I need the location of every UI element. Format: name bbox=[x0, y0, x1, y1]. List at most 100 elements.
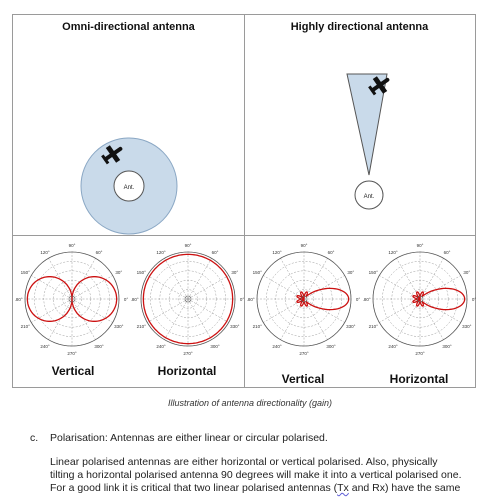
radiation-pattern bbox=[296, 287, 350, 311]
polar-angle-label: 240° bbox=[272, 344, 282, 349]
polar-grid-ring bbox=[178, 289, 198, 309]
polar-spoke bbox=[303, 275, 345, 300]
airplane-icon bbox=[101, 145, 123, 165]
polar-angle-label: 330° bbox=[346, 324, 356, 329]
paragraph-line: Linear polarised antennas are either hor… bbox=[50, 456, 438, 468]
polar-spoke bbox=[419, 258, 444, 300]
polar-angle-label: 0° bbox=[472, 297, 477, 302]
list-marker: c. bbox=[30, 432, 39, 444]
paragraph-line: tilting a horizontal polarised antenna 9… bbox=[50, 469, 462, 481]
polar-spoke bbox=[164, 298, 189, 340]
omni-diagram: Ant. bbox=[80, 137, 178, 235]
polar-angle-label: 180° bbox=[15, 297, 23, 302]
polar-spoke bbox=[71, 275, 113, 300]
polar-angle-label: 30° bbox=[115, 270, 122, 275]
polar-angle-label: 330° bbox=[462, 324, 472, 329]
polar-spoke bbox=[379, 298, 421, 323]
polar-angle-label: 180° bbox=[247, 297, 255, 302]
polar-spoke bbox=[263, 275, 305, 300]
figure-caption: Illustration of antenna directionality (… bbox=[167, 398, 333, 408]
polar-spoke bbox=[187, 298, 212, 340]
polar-grid-ring bbox=[34, 261, 110, 337]
polar-spoke bbox=[48, 258, 73, 300]
polar-center bbox=[68, 295, 76, 303]
directional-diagram: Ant. bbox=[346, 73, 390, 210]
omni-antenna-label: Ant. bbox=[124, 185, 135, 191]
polar-angle-label: 180° bbox=[131, 297, 139, 302]
airplane-icon bbox=[368, 76, 390, 96]
directional-antenna-label: Ant. bbox=[364, 194, 375, 200]
polar-spoke bbox=[303, 258, 328, 300]
polar-spoke bbox=[396, 298, 421, 340]
polar-spoke bbox=[147, 275, 189, 300]
polar-spoke bbox=[187, 275, 229, 300]
polar-angle-label: 300° bbox=[326, 344, 336, 349]
polar-angle-label: 210° bbox=[253, 324, 263, 329]
polar-spoke bbox=[187, 258, 212, 300]
polar-grid-ring bbox=[382, 261, 458, 337]
polar-angle-label: 30° bbox=[463, 270, 470, 275]
polar-angle-label: 90° bbox=[185, 243, 192, 248]
polar-spoke bbox=[280, 258, 305, 300]
radiation-pattern bbox=[26, 276, 118, 322]
directional-title: Highly directional antenna bbox=[290, 21, 429, 33]
plot-label-vertical-directional: Vertical bbox=[281, 372, 325, 386]
plot-label-vertical-omni: Vertical bbox=[51, 364, 95, 378]
polar-spoke bbox=[164, 258, 189, 300]
polar-spoke bbox=[280, 298, 305, 340]
polar-grid-ring bbox=[294, 289, 314, 309]
polar-angle-label: 330° bbox=[114, 324, 124, 329]
figure-divider-horizontal bbox=[13, 235, 475, 236]
polar-plot-horizontal-omni: 90° 60° 30° 0° 330° 300° 270° 240° 210° 180° 150° 1… bbox=[131, 243, 245, 356]
polar-spoke bbox=[71, 258, 96, 300]
polar-angle-label: 60° bbox=[212, 250, 219, 255]
polar-spoke bbox=[31, 298, 73, 323]
polar-angle-label: 60° bbox=[96, 250, 103, 255]
polar-angle-label: 150° bbox=[21, 270, 31, 275]
polar-angle-label: 0° bbox=[240, 297, 245, 302]
plot-label-horizontal-omni: Horizontal bbox=[157, 364, 217, 378]
directional-antenna-node bbox=[354, 180, 384, 210]
polar-angle-label: 330° bbox=[230, 324, 240, 329]
polar-angle-label: 120° bbox=[272, 250, 282, 255]
polar-angle-label: 150° bbox=[253, 270, 263, 275]
polar-angle-label: 120° bbox=[388, 250, 398, 255]
polar-angle-label: 210° bbox=[21, 324, 31, 329]
radiation-pattern bbox=[412, 287, 466, 311]
polar-angle-label: 0° bbox=[124, 297, 129, 302]
polar-angle-label: 60° bbox=[328, 250, 335, 255]
polar-angle-label: 300° bbox=[94, 344, 104, 349]
polar-angle-label: 300° bbox=[210, 344, 220, 349]
polar-spoke bbox=[303, 298, 345, 323]
polar-spoke bbox=[147, 298, 189, 323]
polar-angle-label: 120° bbox=[40, 250, 50, 255]
polar-angle-label: 210° bbox=[137, 324, 147, 329]
polar-spoke bbox=[263, 298, 305, 323]
polar-angle-label: 210° bbox=[369, 324, 379, 329]
polar-plots-row: 90° 60° 30° 0° 330° 300° 270° 240° 210° 180° 150° 1… bbox=[13, 236, 477, 388]
polar-grid-ring bbox=[410, 289, 430, 309]
polar-center bbox=[184, 295, 192, 303]
polar-angle-label: 270° bbox=[415, 351, 425, 356]
polar-grid-ring bbox=[62, 289, 82, 309]
polar-angle-label: 150° bbox=[137, 270, 147, 275]
polar-angle-label: 150° bbox=[369, 270, 379, 275]
polar-spoke bbox=[48, 298, 73, 340]
polar-plot-horizontal-directional: 90° 60° 30° 0° 330° 300° 270° 240° 210° 180° 150° 1… bbox=[363, 243, 477, 356]
figure-divider-vertical bbox=[244, 15, 245, 387]
polar-spoke bbox=[379, 275, 421, 300]
polar-angle-label: 240° bbox=[388, 344, 398, 349]
polar-angle-label: 90° bbox=[69, 243, 76, 248]
polar-angle-label: 300° bbox=[442, 344, 452, 349]
plot-label-horizontal-directional: Horizontal bbox=[389, 372, 449, 386]
polar-spoke bbox=[419, 275, 461, 300]
polar-spoke bbox=[303, 298, 328, 340]
polar-angle-label: 30° bbox=[347, 270, 354, 275]
polar-plot-vertical-omni: 90° 60° 30° 0° 330° 300° 270° 240° 210° 180° 150° 1… bbox=[15, 243, 129, 356]
polar-spoke bbox=[419, 298, 444, 340]
polar-center bbox=[416, 295, 424, 303]
polar-angle-label: 180° bbox=[363, 297, 371, 302]
spellcheck-word: Tx bbox=[337, 482, 349, 494]
polar-spoke bbox=[396, 258, 421, 300]
polar-grid-ring bbox=[266, 261, 342, 337]
